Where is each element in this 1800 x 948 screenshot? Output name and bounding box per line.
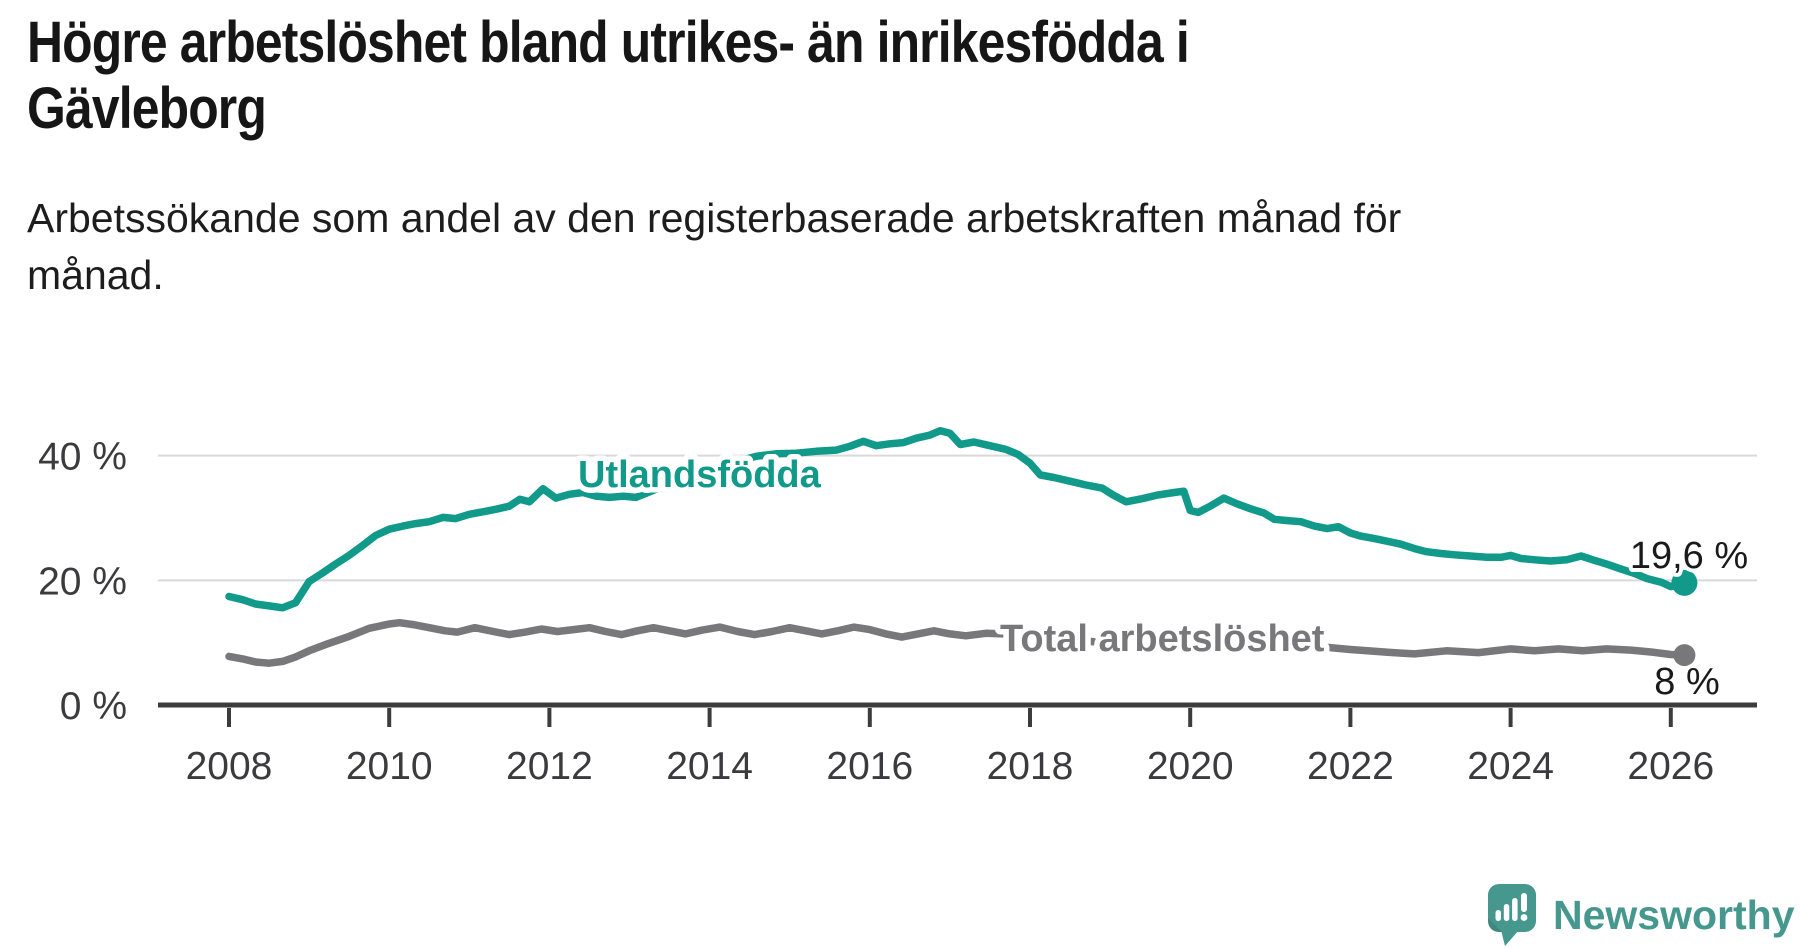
page-title-line-2: Gävleborg [27,76,267,141]
x-tick-label-2014: 2014 [666,745,753,788]
x-tick-label-2016: 2016 [826,745,913,788]
newsworthy-logo-icon [1488,884,1536,946]
series-line-1 [225,618,1689,667]
x-tick-label-2018: 2018 [987,745,1074,788]
page-subtitle-line-2: månad. [27,252,164,298]
series-line-0 [225,426,1689,612]
x-tick-label-2008: 2008 [186,745,273,788]
newsworthy-wordmark: Newsworthy [1553,892,1795,938]
page-title: Högre arbetslöshet bland utrikes- än inr… [27,10,1190,142]
x-tick-label-2026: 2026 [1627,745,1714,788]
newsworthy-brand: Newsworthy [1488,884,1795,948]
y-tick-label-0: 0 % [60,685,127,728]
x-tick-label-2022: 2022 [1307,745,1394,788]
x-tick-label-2010: 2010 [346,745,433,788]
series-endpoint-0 [1671,569,1698,596]
page-subtitle-line-1: Arbetssökande som andel av den registerb… [27,195,1402,241]
x-tick-label-2012: 2012 [506,745,593,788]
series-label-1: Total arbetslöshet [1000,618,1325,660]
x-tick-label-2020: 2020 [1147,745,1234,788]
y-tick-label-20: 20 % [38,560,127,603]
page-title-line-1: Högre arbetslöshet bland utrikes- än inr… [27,10,1190,75]
x-tick-label-2024: 2024 [1467,745,1554,788]
end-value-label-0: 19,6 % [1630,535,1748,577]
end-value-label-1: 8 % [1654,661,1719,703]
page-subtitle: Arbetssökande som andel av den registerb… [27,190,1401,304]
y-tick-label-40: 40 % [38,436,127,479]
series-label-0: Utlandsfödda [578,454,822,496]
series-endpoint-1 [1673,644,1696,667]
